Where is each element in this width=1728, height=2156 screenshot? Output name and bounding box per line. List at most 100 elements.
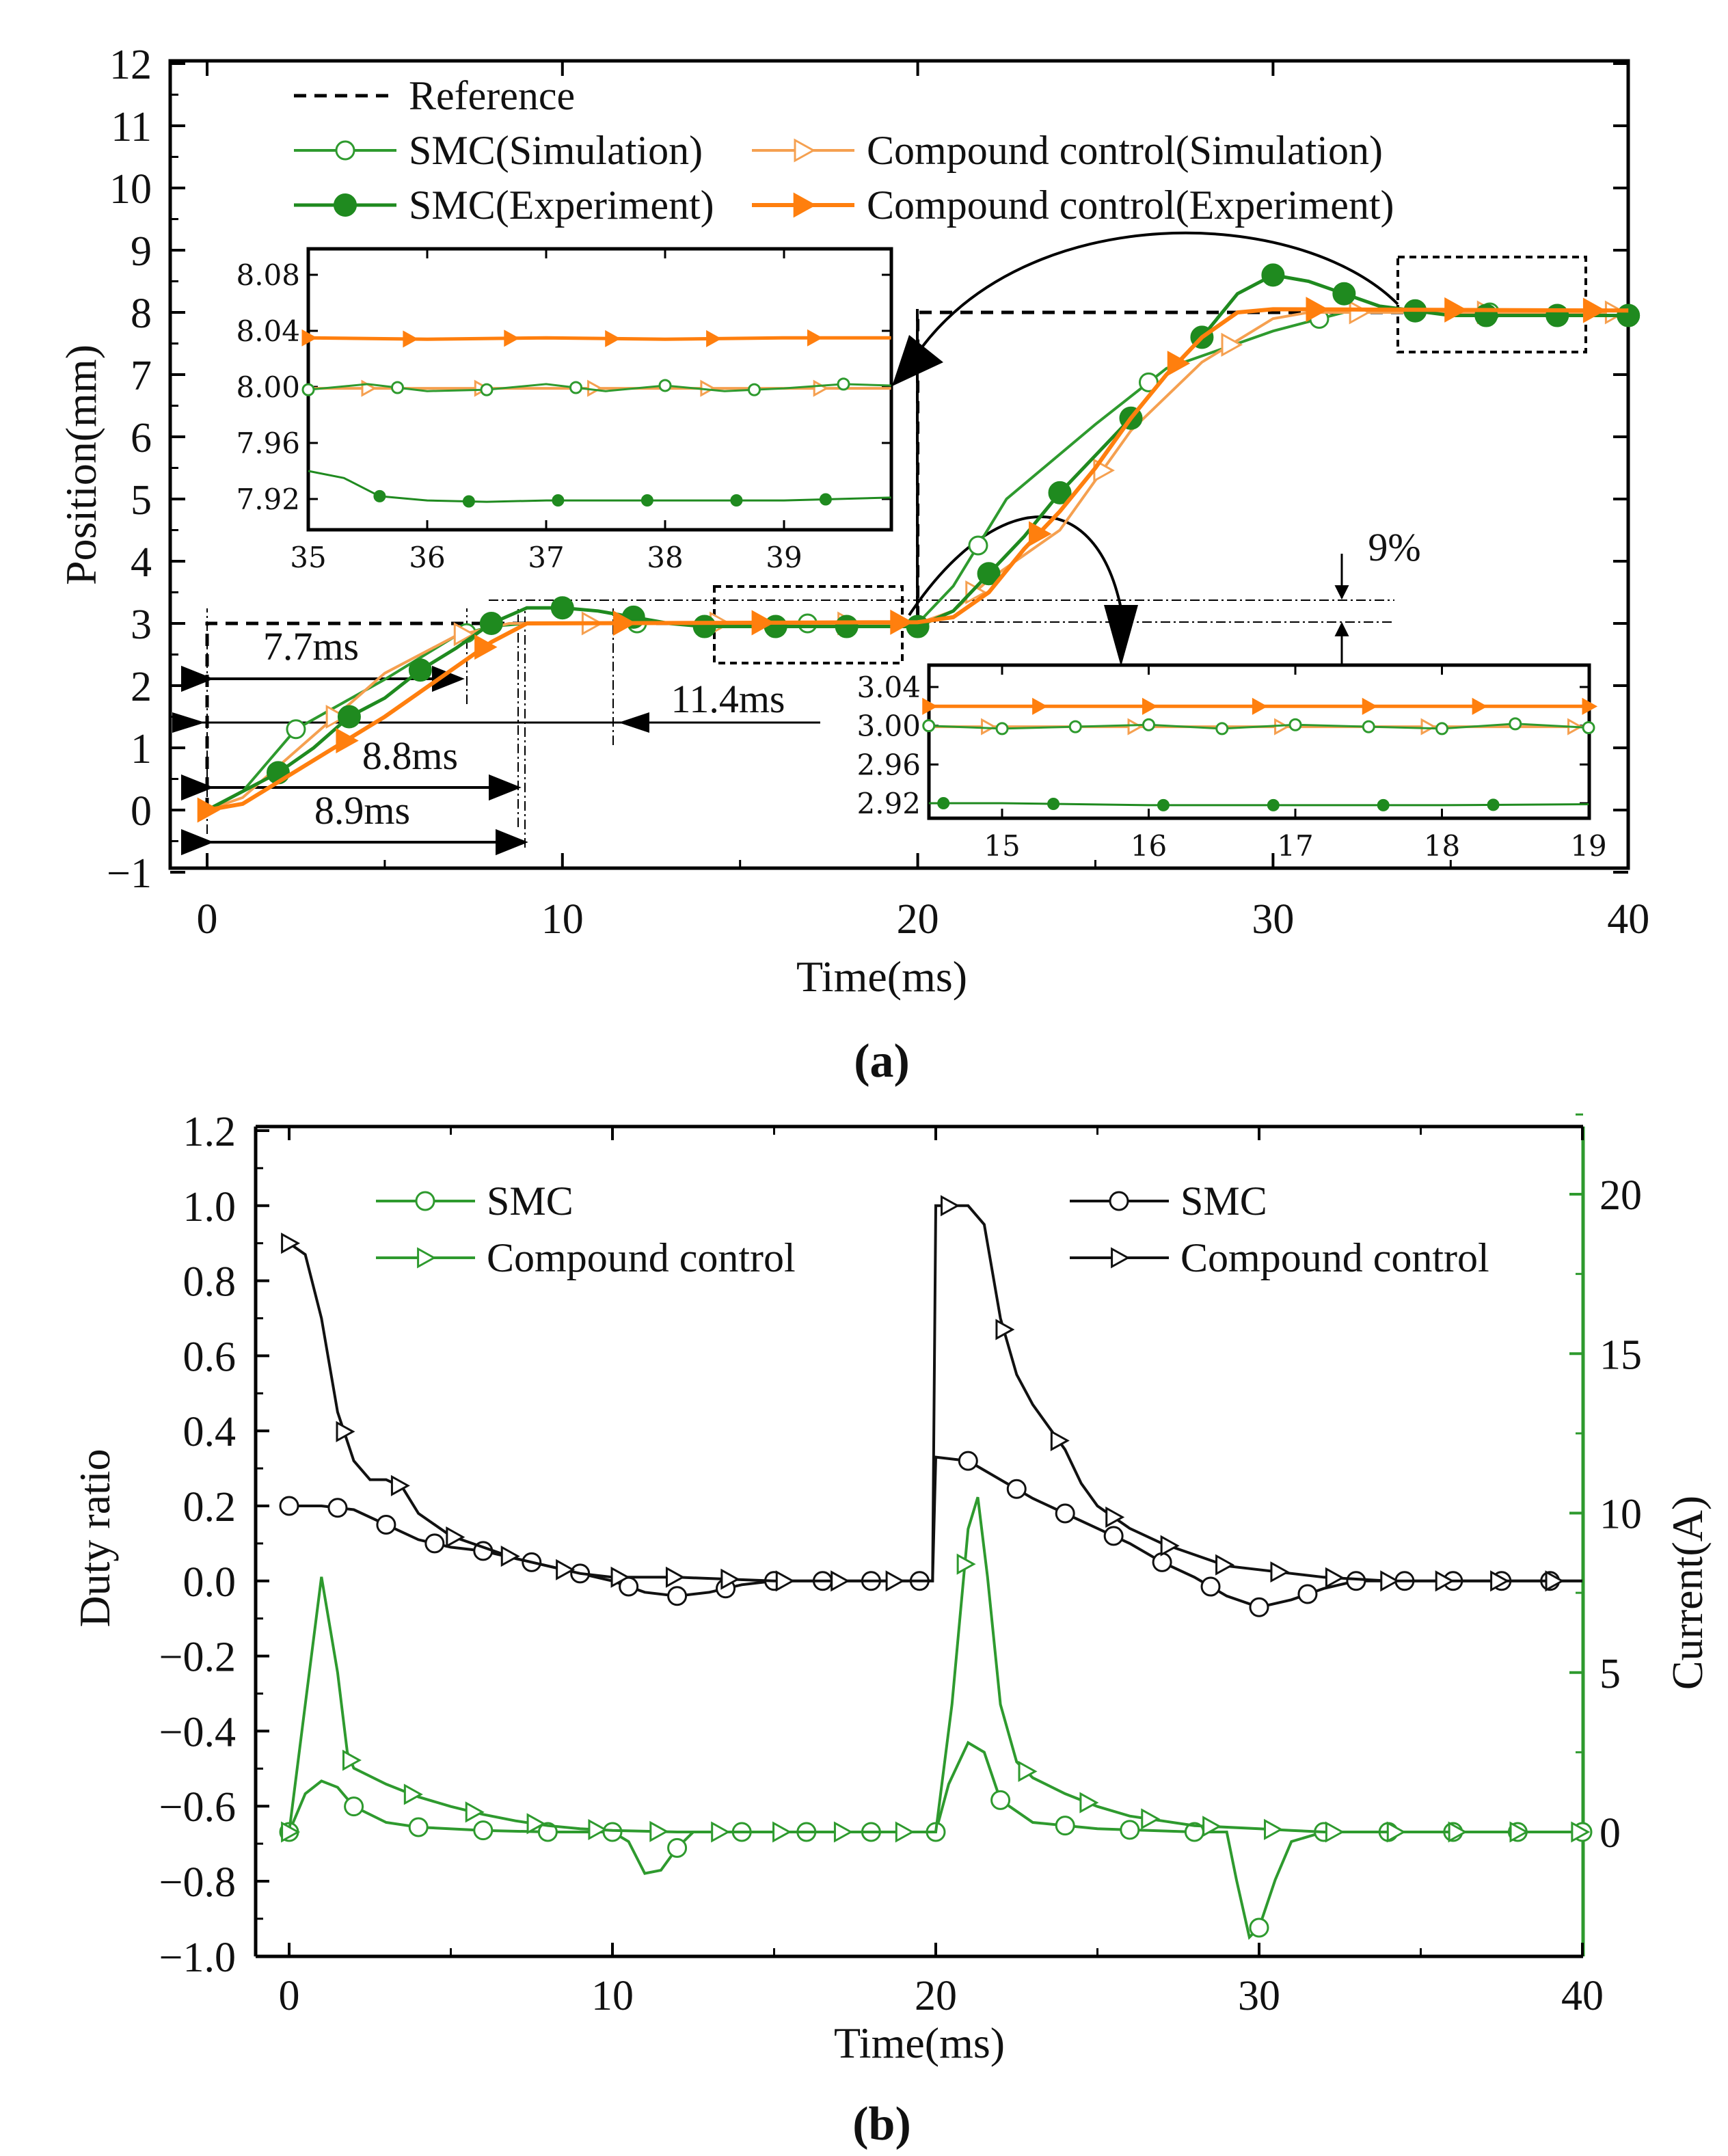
series-marker (1249, 1597, 1269, 1617)
series-marker (764, 615, 787, 638)
series-marker (1545, 304, 1569, 327)
y-tick-label: −0.4 (159, 1709, 236, 1755)
series-marker (968, 535, 988, 556)
y-tick-label: 0 (131, 788, 152, 835)
series-marker (1152, 1552, 1172, 1572)
x-axis-title: Time(ms) (796, 952, 967, 1001)
inset-x-tick-label: 18 (1424, 829, 1460, 863)
series-marker (819, 493, 832, 506)
series-marker (1160, 1535, 1180, 1557)
series-marker (977, 562, 1001, 586)
series-marker (649, 1820, 669, 1842)
legend-marker (1109, 1191, 1129, 1211)
series-marker (1306, 297, 1329, 323)
series-marker (1055, 1503, 1075, 1524)
inset-x-tick-label: 17 (1277, 829, 1313, 863)
series-marker (342, 1749, 362, 1771)
series-marker (465, 1801, 485, 1823)
y-tick-label: 8 (131, 291, 152, 337)
series-marker (612, 610, 636, 636)
series-marker (937, 797, 950, 810)
series-marker (281, 1821, 301, 1843)
legend-marker (334, 193, 357, 217)
inset-y-tick-label: 3.04 (856, 671, 921, 704)
y-tick-label: −0.2 (159, 1634, 236, 1681)
series-marker (373, 489, 386, 502)
series-marker (1068, 720, 1082, 733)
legend-marker (335, 140, 355, 161)
series-marker (748, 383, 761, 396)
inset-y-tick-label: 7.96 (236, 427, 300, 460)
series-marker (1545, 1570, 1565, 1592)
series-marker (1047, 798, 1060, 811)
series-marker (831, 1570, 850, 1592)
y-tick-label: 1 (131, 726, 152, 772)
series-marker (550, 596, 574, 620)
x-axis-title: Time(ms) (834, 2019, 1005, 2067)
series-marker (1490, 1570, 1510, 1592)
series-marker (1029, 521, 1052, 547)
legend: Reference SMC(Simulation) Compound control… (294, 73, 1394, 228)
series-marker (1444, 297, 1468, 323)
series-marker (1127, 718, 1144, 736)
series-line (308, 336, 891, 341)
series-marker (1215, 722, 1229, 736)
y-tick-label: 11 (111, 104, 152, 150)
series-marker (1435, 1570, 1455, 1592)
series-marker (279, 1496, 299, 1516)
y-tick-label: 10 (109, 166, 152, 213)
y-tick-label: 1.0 (183, 1184, 237, 1230)
legend-label: Reference (409, 73, 575, 118)
legend-label: SMC (1180, 1178, 1267, 1224)
series-marker (281, 1232, 301, 1254)
series-marker (526, 1813, 546, 1835)
series-marker (1325, 1567, 1345, 1589)
series-marker (995, 1319, 1015, 1340)
series-marker (337, 705, 361, 729)
y-tick-label: 0.4 (183, 1409, 237, 1455)
legend-label: Compound control(Experiment) (867, 183, 1394, 228)
annotation-label: 8.8ms (362, 733, 458, 778)
arrow-head (172, 712, 205, 733)
series-marker (479, 612, 503, 635)
series-marker (1380, 1570, 1400, 1592)
y-tick-label: −0.8 (159, 1859, 236, 1906)
series-marker (1142, 697, 1158, 715)
series-marker (1349, 300, 1371, 325)
y2-tick-label: 0 (1599, 1810, 1621, 1857)
inset-x-tick-label: 16 (1131, 829, 1167, 863)
series-marker (474, 634, 498, 660)
y-tick-label: 3 (131, 602, 152, 648)
series-marker (500, 1546, 520, 1567)
y-tick-label: 0.8 (183, 1259, 237, 1306)
series-marker (376, 1514, 396, 1535)
series-marker (588, 1818, 608, 1841)
series-marker (1435, 722, 1448, 736)
series-line (928, 802, 1589, 807)
series-marker (1509, 1821, 1529, 1843)
series-marker (1264, 1818, 1284, 1840)
series-marker (981, 718, 997, 736)
series-marker (640, 494, 653, 507)
series-marker (462, 495, 475, 508)
series-marker (504, 329, 519, 347)
series-marker (711, 1821, 731, 1843)
series-line (308, 470, 891, 503)
x-tick-label: 10 (591, 1973, 634, 2019)
series-marker (1055, 1816, 1075, 1836)
series-marker (424, 1533, 445, 1554)
series-marker (336, 1420, 355, 1442)
series-marker (1018, 1760, 1038, 1782)
inset-y-tick-label: 7.92 (236, 483, 300, 516)
x-tick-label: 10 (541, 896, 584, 943)
plot-frame (168, 59, 1630, 870)
legend-label: Compound control (487, 1235, 796, 1280)
series-marker (1105, 1506, 1125, 1528)
series-marker (751, 610, 774, 636)
series-marker (605, 329, 621, 347)
series-marker (1297, 1584, 1318, 1604)
series-marker (473, 1820, 494, 1841)
series-marker (1474, 304, 1498, 327)
series-marker (1582, 697, 1598, 715)
